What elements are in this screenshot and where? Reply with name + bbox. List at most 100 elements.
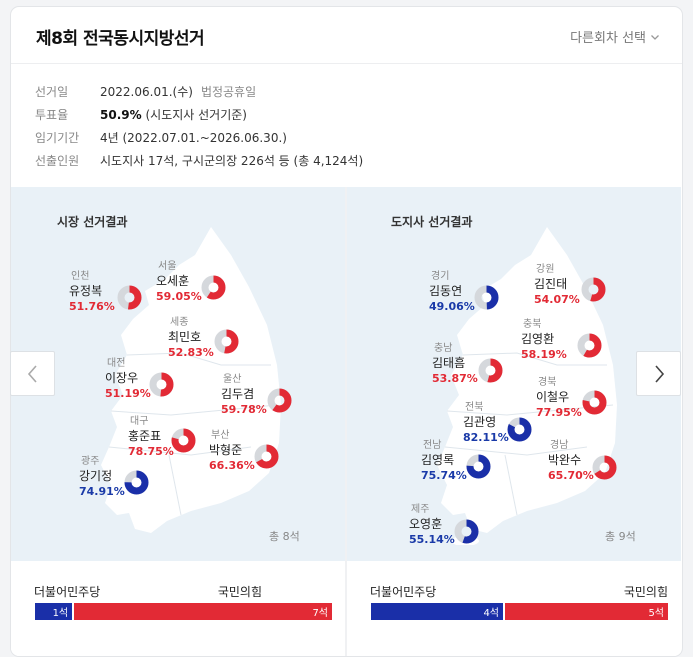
region-label: 강원 <box>536 264 555 275</box>
election-info: 선거일 2022.06.01.(수) 법정공휴일 투표율 50.9% (시도지사… <box>35 80 363 172</box>
candidate-name: 이철우 <box>536 390 570 404</box>
info-extra: 법정공휴일 <box>200 85 257 99</box>
candidate-sejong[interactable]: 세종 최민호 52.83% <box>168 315 214 360</box>
vote-donut <box>581 277 606 302</box>
donut-share-arc <box>254 444 279 469</box>
page-title: 제8회 전국동시지방선거 <box>36 29 205 49</box>
donut-share-arc <box>201 275 226 300</box>
donut-share-arc <box>149 372 174 397</box>
candidate-name: 김두겸 <box>221 387 255 401</box>
candidate-daegu[interactable]: 대구 홍준표 78.75% <box>128 414 174 459</box>
region-label: 충북 <box>523 319 542 330</box>
donut-share-arc <box>466 454 491 479</box>
candidate-name: 최민호 <box>168 330 202 344</box>
candidate-name: 김영록 <box>421 453 455 467</box>
candidate-name: 김관영 <box>463 415 497 429</box>
region-label: 경북 <box>538 377 557 388</box>
ppp-seat-bar: 7석 <box>74 603 332 620</box>
candidate-name: 김영환 <box>521 332 555 346</box>
candidate-name: 김태흠 <box>432 356 466 370</box>
info-row: 투표율 50.9% (시도지사 선거기준) <box>35 103 363 126</box>
region-label: 대구 <box>130 416 149 427</box>
candidate-seoul[interactable]: 서울 오세훈 59.05% <box>156 259 202 304</box>
vote-donut <box>474 285 499 310</box>
candidate-pct: 78.75% <box>128 445 174 458</box>
prev-button[interactable] <box>10 351 55 396</box>
info-label: 선거일 <box>35 85 69 99</box>
candidate-name: 오세훈 <box>156 274 190 288</box>
candidate-pct: 54.07% <box>534 293 580 306</box>
candidate-pct: 55.14% <box>409 533 455 546</box>
vote-donut <box>592 455 617 480</box>
other-election-select[interactable]: 다른회차 선택 <box>570 27 660 46</box>
candidate-pct: 74.91% <box>79 485 125 498</box>
seat-bar: 4석 5석 <box>371 603 668 620</box>
info-row: 선출인원 시도지사 17석, 구시군의장 226석 등 (총 4,124석) <box>35 149 363 172</box>
candidate-pct: 75.74% <box>421 469 467 482</box>
dem-seat-bar: 4석 <box>371 603 503 620</box>
candidate-gyeonggi[interactable]: 경기 김동연 49.06% <box>429 269 475 314</box>
info-value: 4년 (2022.07.01.~2026.06.30.) <box>100 131 287 145</box>
panel-divider <box>345 187 347 656</box>
candidate-chungbuk[interactable]: 충북 김영환 58.19% <box>521 317 567 362</box>
info-row: 선거일 2022.06.01.(수) 법정공휴일 <box>35 80 363 103</box>
governor-results-panel: 도지사 선거결과 총 9석 <box>347 187 681 561</box>
candidate-name: 박완수 <box>548 453 582 467</box>
candidate-daejeon[interactable]: 대전 이장우 51.19% <box>105 356 151 401</box>
donut-share-arc <box>117 285 142 310</box>
candidate-ulsan[interactable]: 울산 김두겸 59.78% <box>221 372 267 417</box>
donut-share-arc <box>124 470 149 495</box>
candidate-pct: 49.06% <box>429 300 475 313</box>
donut-share-arc <box>478 358 503 383</box>
candidate-jeonbuk[interactable]: 전북 김관영 82.11% <box>463 400 509 445</box>
candidate-busan[interactable]: 부산 박형준 66.36% <box>209 428 255 473</box>
next-button[interactable] <box>636 351 681 396</box>
candidate-chungnam[interactable]: 충남 김태흠 53.87% <box>432 341 478 386</box>
info-label: 선출인원 <box>35 154 80 168</box>
region-label: 경기 <box>431 271 450 282</box>
info-row: 임기기간 4년 (2022.07.01.~2026.06.30.) <box>35 126 363 149</box>
vote-donut <box>466 454 491 479</box>
candidate-pct: 65.70% <box>548 469 594 482</box>
region-label: 제주 <box>411 504 430 515</box>
candidate-jeju[interactable]: 제주 오영훈 55.14% <box>409 502 455 547</box>
candidate-name: 유정복 <box>69 284 103 298</box>
candidate-gwangju[interactable]: 광주 강기정 74.91% <box>79 454 125 499</box>
candidate-pct: 53.87% <box>432 372 478 385</box>
chevron-right-icon <box>654 364 664 383</box>
donut-share-arc <box>577 333 602 358</box>
donut-share-arc <box>214 329 239 354</box>
candidate-pct: 77.95% <box>536 406 582 419</box>
vote-donut <box>117 285 142 310</box>
candidate-pct: 59.78% <box>221 403 267 416</box>
governor-total: 총 9석 <box>605 530 636 543</box>
right-party-label: 국민의힘 <box>217 585 262 599</box>
candidate-name: 김진태 <box>534 277 568 291</box>
vote-donut <box>454 519 479 544</box>
ppp-seat-bar: 5석 <box>505 603 668 620</box>
candidate-gyeongbuk[interactable]: 경북 이철우 77.95% <box>536 375 582 420</box>
region-label: 대전 <box>107 358 126 369</box>
region-label: 울산 <box>223 374 242 385</box>
seat-bar: 1석 7석 <box>35 603 332 620</box>
candidate-gangwon[interactable]: 강원 김진태 54.07% <box>534 262 580 307</box>
candidate-incheon[interactable]: 인천 유정복 51.76% <box>69 269 115 314</box>
region-label: 충남 <box>434 343 453 354</box>
dem-seat-bar: 1석 <box>35 603 73 620</box>
candidate-pct: 59.05% <box>156 290 202 303</box>
governor-seat-summary: 더불어민주당 국민의힘 4석 5석 <box>347 563 681 656</box>
vote-donut <box>582 390 607 415</box>
info-label: 투표율 <box>35 108 69 122</box>
vote-donut <box>478 358 503 383</box>
donut-share-arc <box>592 455 617 480</box>
candidate-name: 김동연 <box>429 284 463 298</box>
left-party-label: 더불어민주당 <box>370 585 437 599</box>
candidate-pct: 51.19% <box>105 387 151 400</box>
chevron-down-icon <box>651 34 659 40</box>
candidate-gyeongnam[interactable]: 경남 박완수 65.70% <box>548 438 594 483</box>
region-label: 경남 <box>550 440 569 451</box>
donut-share-arc <box>507 417 532 442</box>
candidate-pct: 82.11% <box>463 431 509 444</box>
vote-donut <box>507 417 532 442</box>
candidate-jeonnam[interactable]: 전남 김영록 75.74% <box>421 438 467 483</box>
